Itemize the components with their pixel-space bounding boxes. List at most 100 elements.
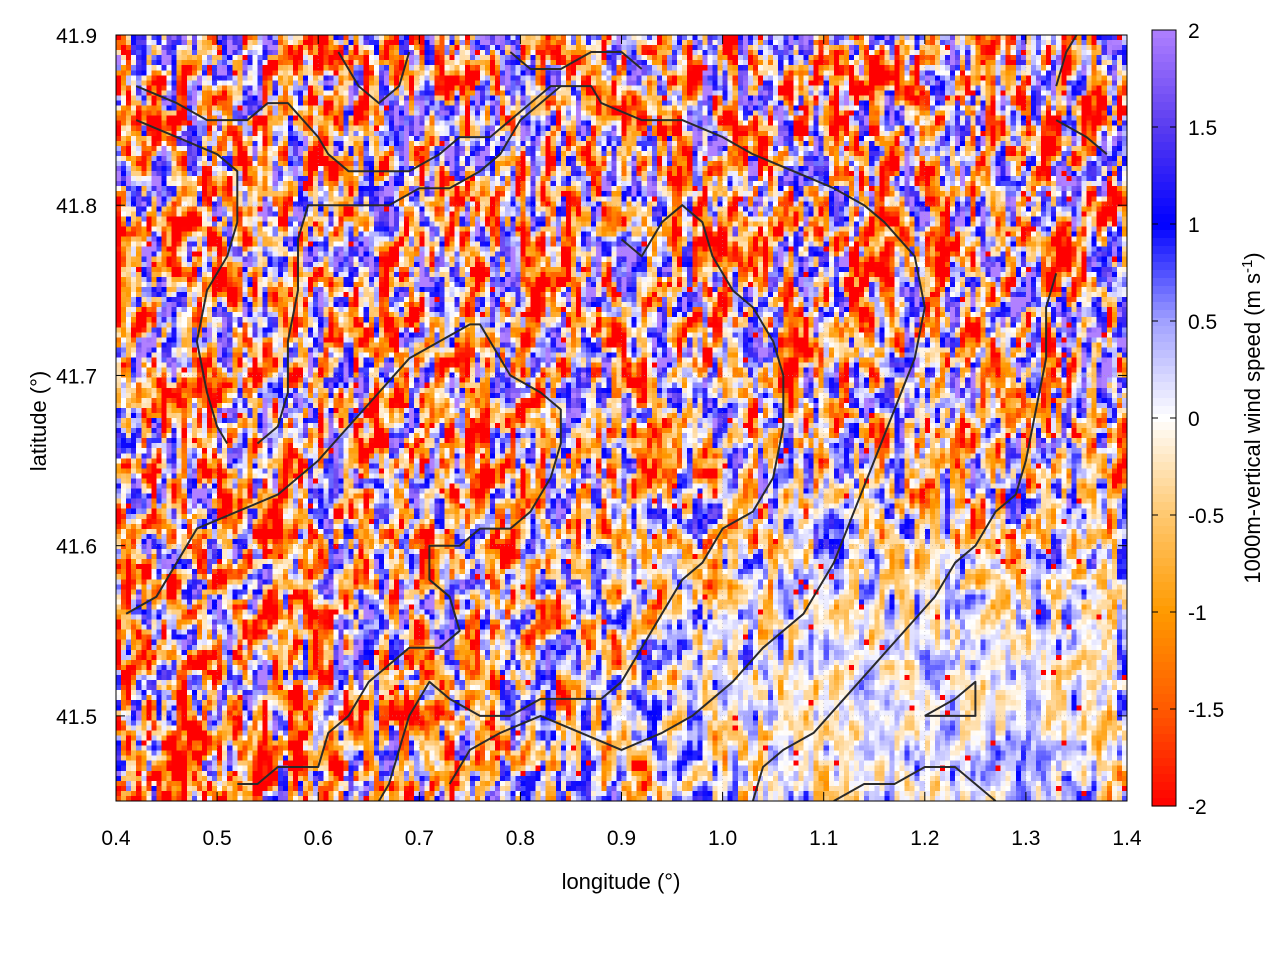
contour-line bbox=[135, 85, 926, 785]
x-tick-label: 0.5 bbox=[202, 827, 231, 850]
colorbar-swatch bbox=[1152, 334, 1176, 343]
colorbar-swatch bbox=[1152, 582, 1176, 591]
colorbar-swatch bbox=[1152, 46, 1176, 55]
colorbar-swatch bbox=[1152, 190, 1176, 199]
colorbar-swatch bbox=[1152, 798, 1176, 807]
x-tick-label: 0.6 bbox=[304, 827, 333, 850]
colorbar-swatch bbox=[1152, 446, 1176, 455]
contour-line bbox=[125, 323, 562, 785]
x-tick-label: 1.0 bbox=[708, 827, 737, 850]
colorbar-swatch bbox=[1152, 734, 1176, 743]
colorbar-gradient bbox=[1152, 30, 1176, 807]
y-tick-label: 41.7 bbox=[56, 365, 97, 388]
colorbar-swatch bbox=[1152, 134, 1176, 143]
colorbar-swatch bbox=[1152, 414, 1176, 423]
colorbar-swatch bbox=[1152, 454, 1176, 463]
terrain-contours bbox=[125, 35, 1108, 801]
x-tick-label: 0.4 bbox=[101, 827, 131, 850]
colorbar-swatch bbox=[1152, 286, 1176, 295]
x-axis-title: longitude (°) bbox=[562, 869, 681, 894]
colorbar-swatch bbox=[1152, 350, 1176, 359]
colorbar-swatch bbox=[1152, 422, 1176, 431]
colorbar-swatch bbox=[1152, 278, 1176, 287]
contour-line bbox=[135, 119, 239, 445]
contour-line bbox=[337, 51, 411, 105]
colorbar-swatch bbox=[1152, 614, 1176, 623]
colorbar-tick-label: 2 bbox=[1188, 20, 1200, 43]
y-tick-label: 41.6 bbox=[56, 536, 97, 559]
grid-lines bbox=[116, 35, 1127, 801]
colorbar-swatch bbox=[1152, 390, 1176, 399]
colorbar-swatch bbox=[1152, 774, 1176, 783]
colorbar: 2 1.5 1 0.5 0 -0.5 -1 -1.5 -2 1000m-vertical win… bbox=[1151, 20, 1265, 819]
colorbar-label-superscript: -1 bbox=[1239, 260, 1256, 273]
colorbar-tick-label: -1 bbox=[1188, 602, 1207, 625]
colorbar-label-main: 1000m-vertical wind speed (m s bbox=[1240, 273, 1265, 584]
contour-line bbox=[1055, 119, 1108, 155]
colorbar-label-suffix: ) bbox=[1240, 252, 1265, 259]
y-tick-label: 41.9 bbox=[56, 25, 97, 48]
heatmap-cells bbox=[116, 35, 1127, 801]
colorbar-swatch bbox=[1152, 718, 1176, 727]
colorbar-swatch bbox=[1152, 518, 1176, 527]
contour-line bbox=[833, 766, 997, 801]
colorbar-swatch bbox=[1152, 750, 1176, 759]
contour-line bbox=[509, 51, 643, 70]
colorbar-swatch bbox=[1152, 62, 1176, 71]
colorbar-swatch bbox=[1152, 758, 1176, 767]
colorbar-swatch bbox=[1152, 150, 1176, 159]
colorbar-swatch bbox=[1152, 430, 1176, 439]
colorbar-tick-label: 1.5 bbox=[1188, 117, 1217, 140]
colorbar-swatch bbox=[1152, 142, 1176, 151]
colorbar-swatch bbox=[1152, 342, 1176, 351]
colorbar-swatch bbox=[1152, 678, 1176, 687]
colorbar-swatch bbox=[1152, 630, 1176, 639]
y-axis-ticks: 41.5 41.6 41.7 41.8 41.9 bbox=[56, 25, 1127, 729]
x-tick-label: 1.1 bbox=[809, 827, 838, 850]
x-tick-label: 0.7 bbox=[405, 827, 434, 850]
x-tick-label: 1.3 bbox=[1011, 827, 1040, 850]
colorbar-swatch bbox=[1152, 318, 1176, 327]
y-tick-label: 41.5 bbox=[56, 706, 97, 729]
colorbar-swatch bbox=[1152, 102, 1176, 111]
contour-line bbox=[1055, 35, 1078, 87]
colorbar-swatch bbox=[1152, 358, 1176, 367]
colorbar-swatch bbox=[1152, 478, 1176, 487]
colorbar-swatch bbox=[1152, 382, 1176, 391]
colorbar-swatch bbox=[1152, 742, 1176, 751]
x-tick-label: 1.4 bbox=[1112, 827, 1142, 850]
colorbar-swatch bbox=[1152, 230, 1176, 239]
colorbar-swatch bbox=[1152, 158, 1176, 167]
colorbar-swatch bbox=[1152, 574, 1176, 583]
colorbar-swatch bbox=[1152, 622, 1176, 631]
colorbar-swatch bbox=[1152, 606, 1176, 615]
colorbar-swatch bbox=[1152, 686, 1176, 695]
colorbar-swatch bbox=[1152, 166, 1176, 175]
colorbar-swatch bbox=[1152, 702, 1176, 711]
colorbar-swatch bbox=[1152, 174, 1176, 183]
colorbar-swatch bbox=[1152, 590, 1176, 599]
colorbar-swatch bbox=[1152, 726, 1176, 735]
colorbar-ticks: 2 1.5 1 0.5 0 -0.5 -1 -1.5 -2 bbox=[1152, 20, 1224, 819]
colorbar-label: 1000m-vertical wind speed (m s-1) bbox=[1239, 252, 1265, 583]
colorbar-swatch bbox=[1152, 110, 1176, 119]
colorbar-swatch bbox=[1152, 406, 1176, 415]
colorbar-swatch bbox=[1152, 366, 1176, 375]
colorbar-swatch bbox=[1152, 222, 1176, 231]
colorbar-swatch bbox=[1152, 294, 1176, 303]
colorbar-tick-label: -0.5 bbox=[1188, 505, 1224, 528]
contour-line bbox=[751, 273, 1058, 801]
colorbar-tick-label: -1.5 bbox=[1188, 699, 1224, 722]
colorbar-swatch bbox=[1152, 694, 1176, 703]
colorbar-swatch bbox=[1152, 662, 1176, 671]
colorbar-swatch bbox=[1152, 118, 1176, 127]
x-tick-label: 1.2 bbox=[910, 827, 939, 850]
colorbar-swatch bbox=[1152, 302, 1176, 311]
colorbar-swatch bbox=[1152, 638, 1176, 647]
colorbar-swatch bbox=[1152, 270, 1176, 279]
colorbar-swatch bbox=[1152, 470, 1176, 479]
contour-line bbox=[924, 680, 977, 717]
colorbar-swatch bbox=[1152, 782, 1176, 791]
colorbar-swatch bbox=[1152, 94, 1176, 103]
